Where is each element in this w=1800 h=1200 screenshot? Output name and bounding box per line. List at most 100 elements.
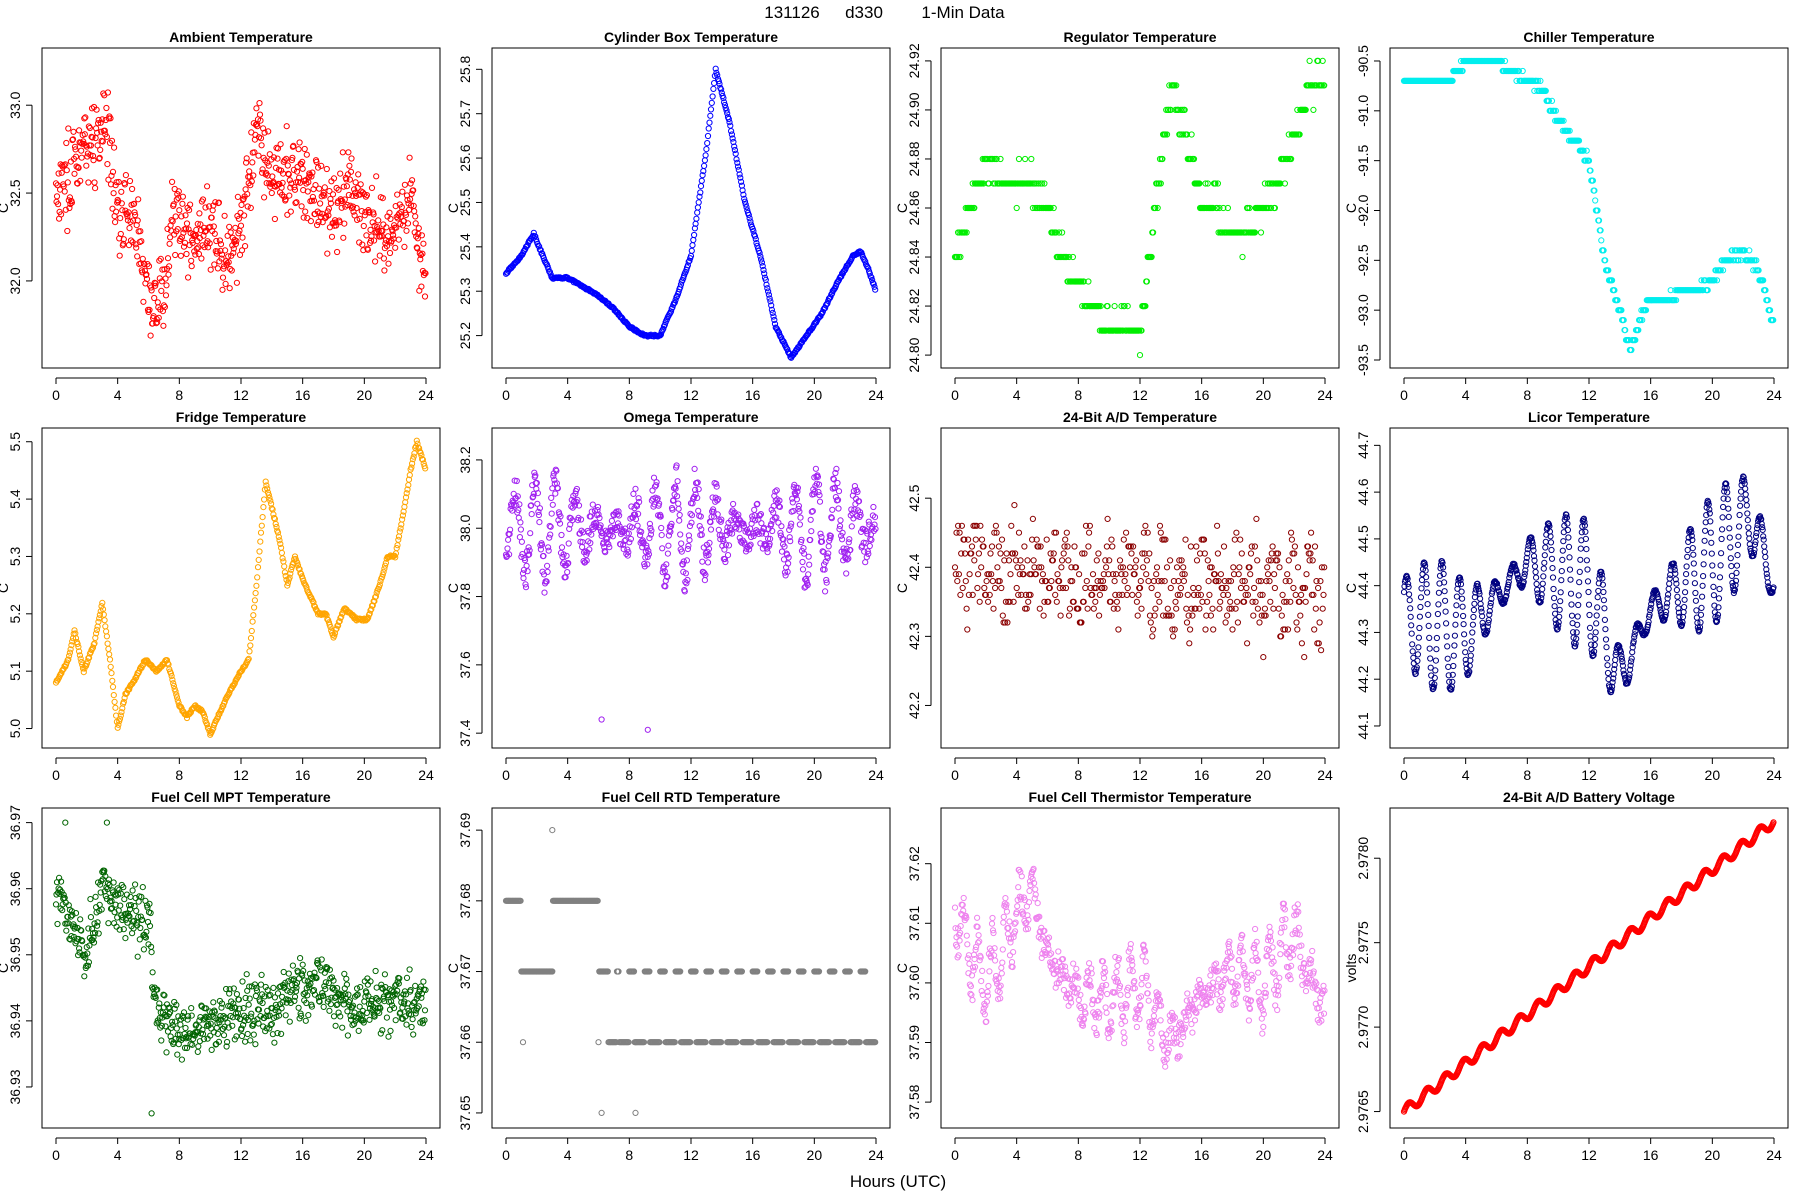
data-point bbox=[1531, 563, 1539, 570]
data-point bbox=[383, 224, 390, 231]
data-point bbox=[1764, 574, 1771, 581]
data-point bbox=[523, 562, 530, 569]
data-point bbox=[241, 212, 248, 219]
data-point bbox=[1449, 77, 1456, 85]
data-point bbox=[1477, 595, 1484, 602]
data-point bbox=[244, 191, 251, 198]
data-point bbox=[544, 562, 551, 570]
data-point bbox=[715, 78, 722, 85]
data-point bbox=[109, 683, 117, 691]
data-point bbox=[1214, 550, 1222, 557]
data-point bbox=[131, 200, 138, 207]
data-point bbox=[730, 500, 737, 508]
data-point bbox=[401, 243, 408, 250]
y-tick-label: 42.2 bbox=[906, 692, 922, 719]
data-points bbox=[502, 462, 879, 733]
data-point bbox=[999, 612, 1006, 619]
data-point bbox=[85, 179, 92, 186]
data-point bbox=[351, 186, 358, 193]
data-point bbox=[1551, 603, 1558, 610]
data-point bbox=[1557, 589, 1564, 596]
data-point bbox=[1432, 667, 1439, 674]
data-point bbox=[312, 182, 319, 189]
data-point bbox=[992, 584, 999, 592]
data-point bbox=[137, 228, 144, 235]
data-point bbox=[386, 249, 394, 257]
data-point bbox=[1417, 603, 1424, 611]
data-point bbox=[418, 283, 425, 290]
data-point bbox=[1552, 107, 1560, 114]
data-point bbox=[738, 178, 745, 185]
data-point bbox=[411, 229, 418, 236]
data-point bbox=[1316, 619, 1323, 626]
y-tick-label: 24.88 bbox=[906, 141, 922, 176]
data-point bbox=[108, 670, 115, 677]
data-point bbox=[1674, 599, 1682, 606]
y-axis-label: C bbox=[894, 203, 910, 213]
data-point bbox=[313, 158, 320, 165]
data-point bbox=[978, 536, 986, 543]
data-point bbox=[318, 162, 325, 169]
data-point bbox=[356, 215, 363, 222]
data-point bbox=[1250, 612, 1257, 619]
data-point bbox=[1054, 571, 1061, 578]
y-axis-label: C bbox=[0, 583, 11, 593]
data-point bbox=[227, 229, 234, 236]
data-point bbox=[1452, 611, 1460, 619]
y-axis: 25.225.325.425.525.625.725.8C bbox=[445, 55, 483, 349]
data-point bbox=[1254, 557, 1261, 564]
data-point bbox=[657, 332, 664, 339]
data-point bbox=[1716, 585, 1723, 593]
data-point bbox=[1015, 529, 1023, 536]
data-point bbox=[1701, 537, 1708, 544]
data-point bbox=[1116, 557, 1124, 564]
data-point bbox=[230, 249, 237, 256]
data-point bbox=[174, 226, 181, 233]
data-point bbox=[183, 220, 191, 227]
data-point bbox=[1737, 495, 1744, 502]
data-point bbox=[1470, 606, 1478, 614]
data-point bbox=[82, 114, 89, 121]
data-point bbox=[1591, 641, 1598, 649]
data-point bbox=[390, 232, 397, 239]
data-points bbox=[52, 437, 429, 738]
data-point bbox=[75, 164, 82, 171]
x-tick-label: 0 bbox=[1400, 387, 1408, 403]
data-point bbox=[1611, 287, 1618, 294]
data-point bbox=[1573, 629, 1580, 636]
data-point bbox=[249, 159, 256, 166]
data-point bbox=[238, 201, 245, 208]
data-point bbox=[315, 218, 322, 225]
y-tick-label: 25.5 bbox=[457, 189, 473, 216]
data-point bbox=[1598, 237, 1605, 244]
data-point bbox=[257, 538, 264, 545]
data-point bbox=[1260, 654, 1267, 661]
data-point bbox=[222, 280, 229, 287]
data-point bbox=[404, 196, 411, 204]
data-point bbox=[1471, 600, 1478, 607]
data-point bbox=[517, 526, 525, 533]
data-point bbox=[200, 232, 207, 239]
data-point bbox=[220, 265, 227, 272]
data-point bbox=[1718, 535, 1725, 543]
data-point bbox=[116, 252, 123, 259]
data-point bbox=[113, 208, 120, 215]
data-point bbox=[1310, 106, 1317, 114]
data-point bbox=[659, 545, 666, 552]
data-point bbox=[292, 199, 299, 207]
x-axis: 0 4 8 12 16 20 24 bbox=[52, 757, 434, 783]
data-point bbox=[127, 237, 135, 244]
data-point bbox=[1312, 605, 1319, 612]
data-point bbox=[1290, 584, 1297, 592]
data-point bbox=[768, 306, 776, 313]
data-point bbox=[1550, 585, 1557, 593]
data-point bbox=[678, 540, 685, 547]
data-point bbox=[67, 200, 74, 208]
data-point bbox=[1025, 598, 1032, 605]
data-point bbox=[210, 223, 217, 230]
data-point bbox=[166, 240, 173, 247]
data-point bbox=[1128, 550, 1135, 557]
data-point bbox=[90, 157, 97, 164]
